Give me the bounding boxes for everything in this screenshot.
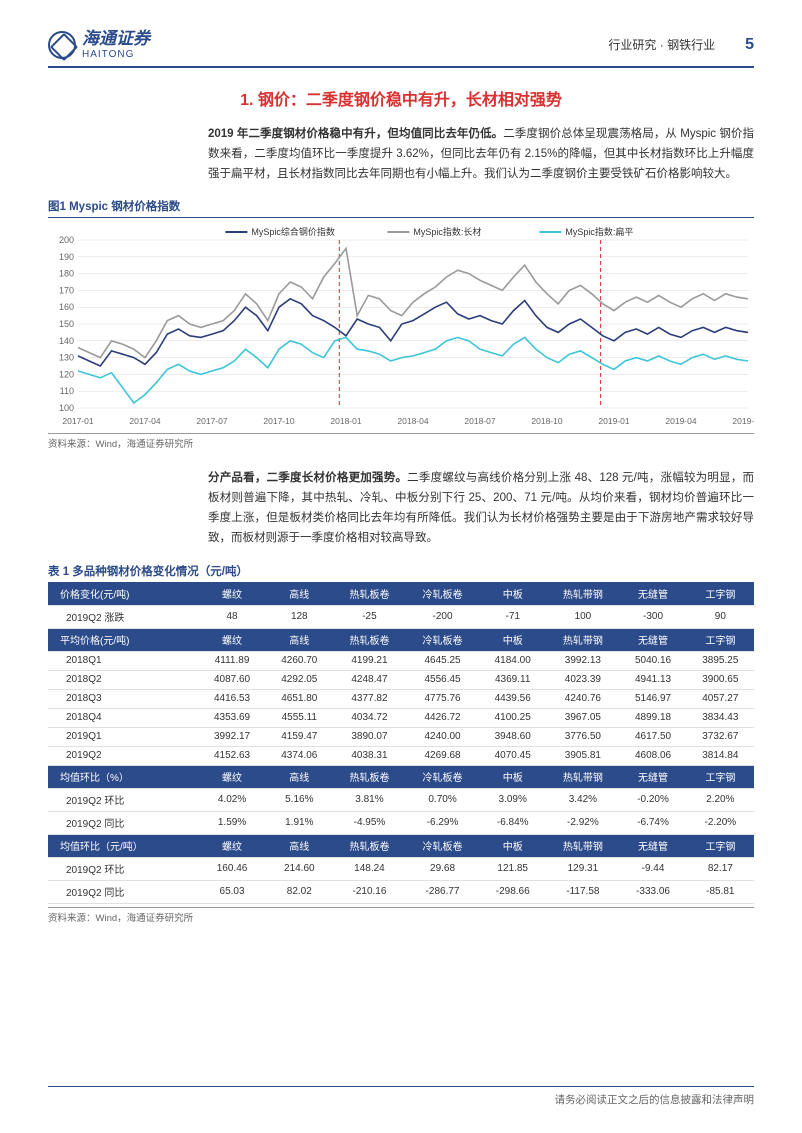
svg-text:100: 100 <box>59 403 74 413</box>
section-title: 1. 钢价：二季度钢价稳中有升，长材相对强势 <box>48 86 754 110</box>
page-header: 海通证券 HAITONG 行业研究 · 钢铁行业 5 <box>48 30 754 68</box>
svg-text:2017-10: 2017-10 <box>263 416 294 426</box>
figure-1-source: 资料来源：Wind，海通证券研究所 <box>48 433 754 450</box>
logo-en: HAITONG <box>82 49 150 60</box>
svg-text:170: 170 <box>59 285 74 295</box>
paragraph-2: 分产品看，二季度长材价格更加强势。二季度螺纹与高线价格分别上涨 48、128 元… <box>208 468 754 549</box>
svg-text:MySpic综合钢价指数: MySpic综合钢价指数 <box>251 226 335 237</box>
chart-myspic: 100 110 120 130 140 150 160 170 180 190 200 2017-01… <box>48 222 754 430</box>
logo-block: 海通证券 HAITONG <box>48 30 150 60</box>
svg-text:2018-04: 2018-04 <box>397 416 428 426</box>
haitong-logo-icon <box>48 31 76 59</box>
paragraph-1: 2019 年二季度钢材价格稳中有升，但均值同比去年仍低。二季度钢价总体呈现震荡格… <box>208 124 754 184</box>
svg-text:2019-07: 2019-07 <box>732 416 754 426</box>
svg-text:110: 110 <box>60 386 74 396</box>
svg-text:MySpic指数:长材: MySpic指数:长材 <box>413 226 481 237</box>
page-number: 5 <box>745 36 754 54</box>
logo-cn: 海通证券 <box>82 30 150 49</box>
svg-text:120: 120 <box>59 369 74 379</box>
svg-text:2018-10: 2018-10 <box>531 416 562 426</box>
svg-text:2018-01: 2018-01 <box>330 416 361 426</box>
svg-text:150: 150 <box>59 319 74 329</box>
paragraph-1-bold: 2019 年二季度钢材价格稳中有升，但均值同比去年仍低。 <box>208 128 503 140</box>
svg-text:180: 180 <box>59 269 74 279</box>
svg-text:2018-07: 2018-07 <box>464 416 495 426</box>
svg-text:130: 130 <box>59 353 74 363</box>
svg-text:160: 160 <box>59 302 74 312</box>
svg-text:2019-04: 2019-04 <box>665 416 696 426</box>
paragraph-2-bold: 分产品看，二季度长材价格更加强势。 <box>208 472 407 484</box>
figure-1-title: 图1 Myspic 钢材价格指数 <box>48 198 754 218</box>
table-1-title: 表 1 多品种钢材价格变化情况（元/吨） <box>48 563 754 583</box>
svg-text:2019-01: 2019-01 <box>598 416 629 426</box>
svg-text:2017-04: 2017-04 <box>129 416 160 426</box>
table-1: 价格变化(元/吨)螺纹高线热轧板卷冷轧板卷中板热轧带钢无缝管工字钢2019Q2 … <box>48 583 754 904</box>
page-footer: 请务必阅读正文之后的信息披露和法律声明 <box>48 1086 754 1107</box>
svg-text:190: 190 <box>59 252 74 262</box>
svg-text:140: 140 <box>59 336 74 346</box>
svg-text:MySpic指数:扁平: MySpic指数:扁平 <box>565 226 633 237</box>
svg-text:200: 200 <box>59 235 74 245</box>
svg-text:2017-01: 2017-01 <box>62 416 93 426</box>
svg-text:2017-07: 2017-07 <box>196 416 227 426</box>
table-1-source: 资料来源：Wind，海通证券研究所 <box>48 907 754 924</box>
header-category: 行业研究 · 钢铁行业 <box>608 36 715 53</box>
